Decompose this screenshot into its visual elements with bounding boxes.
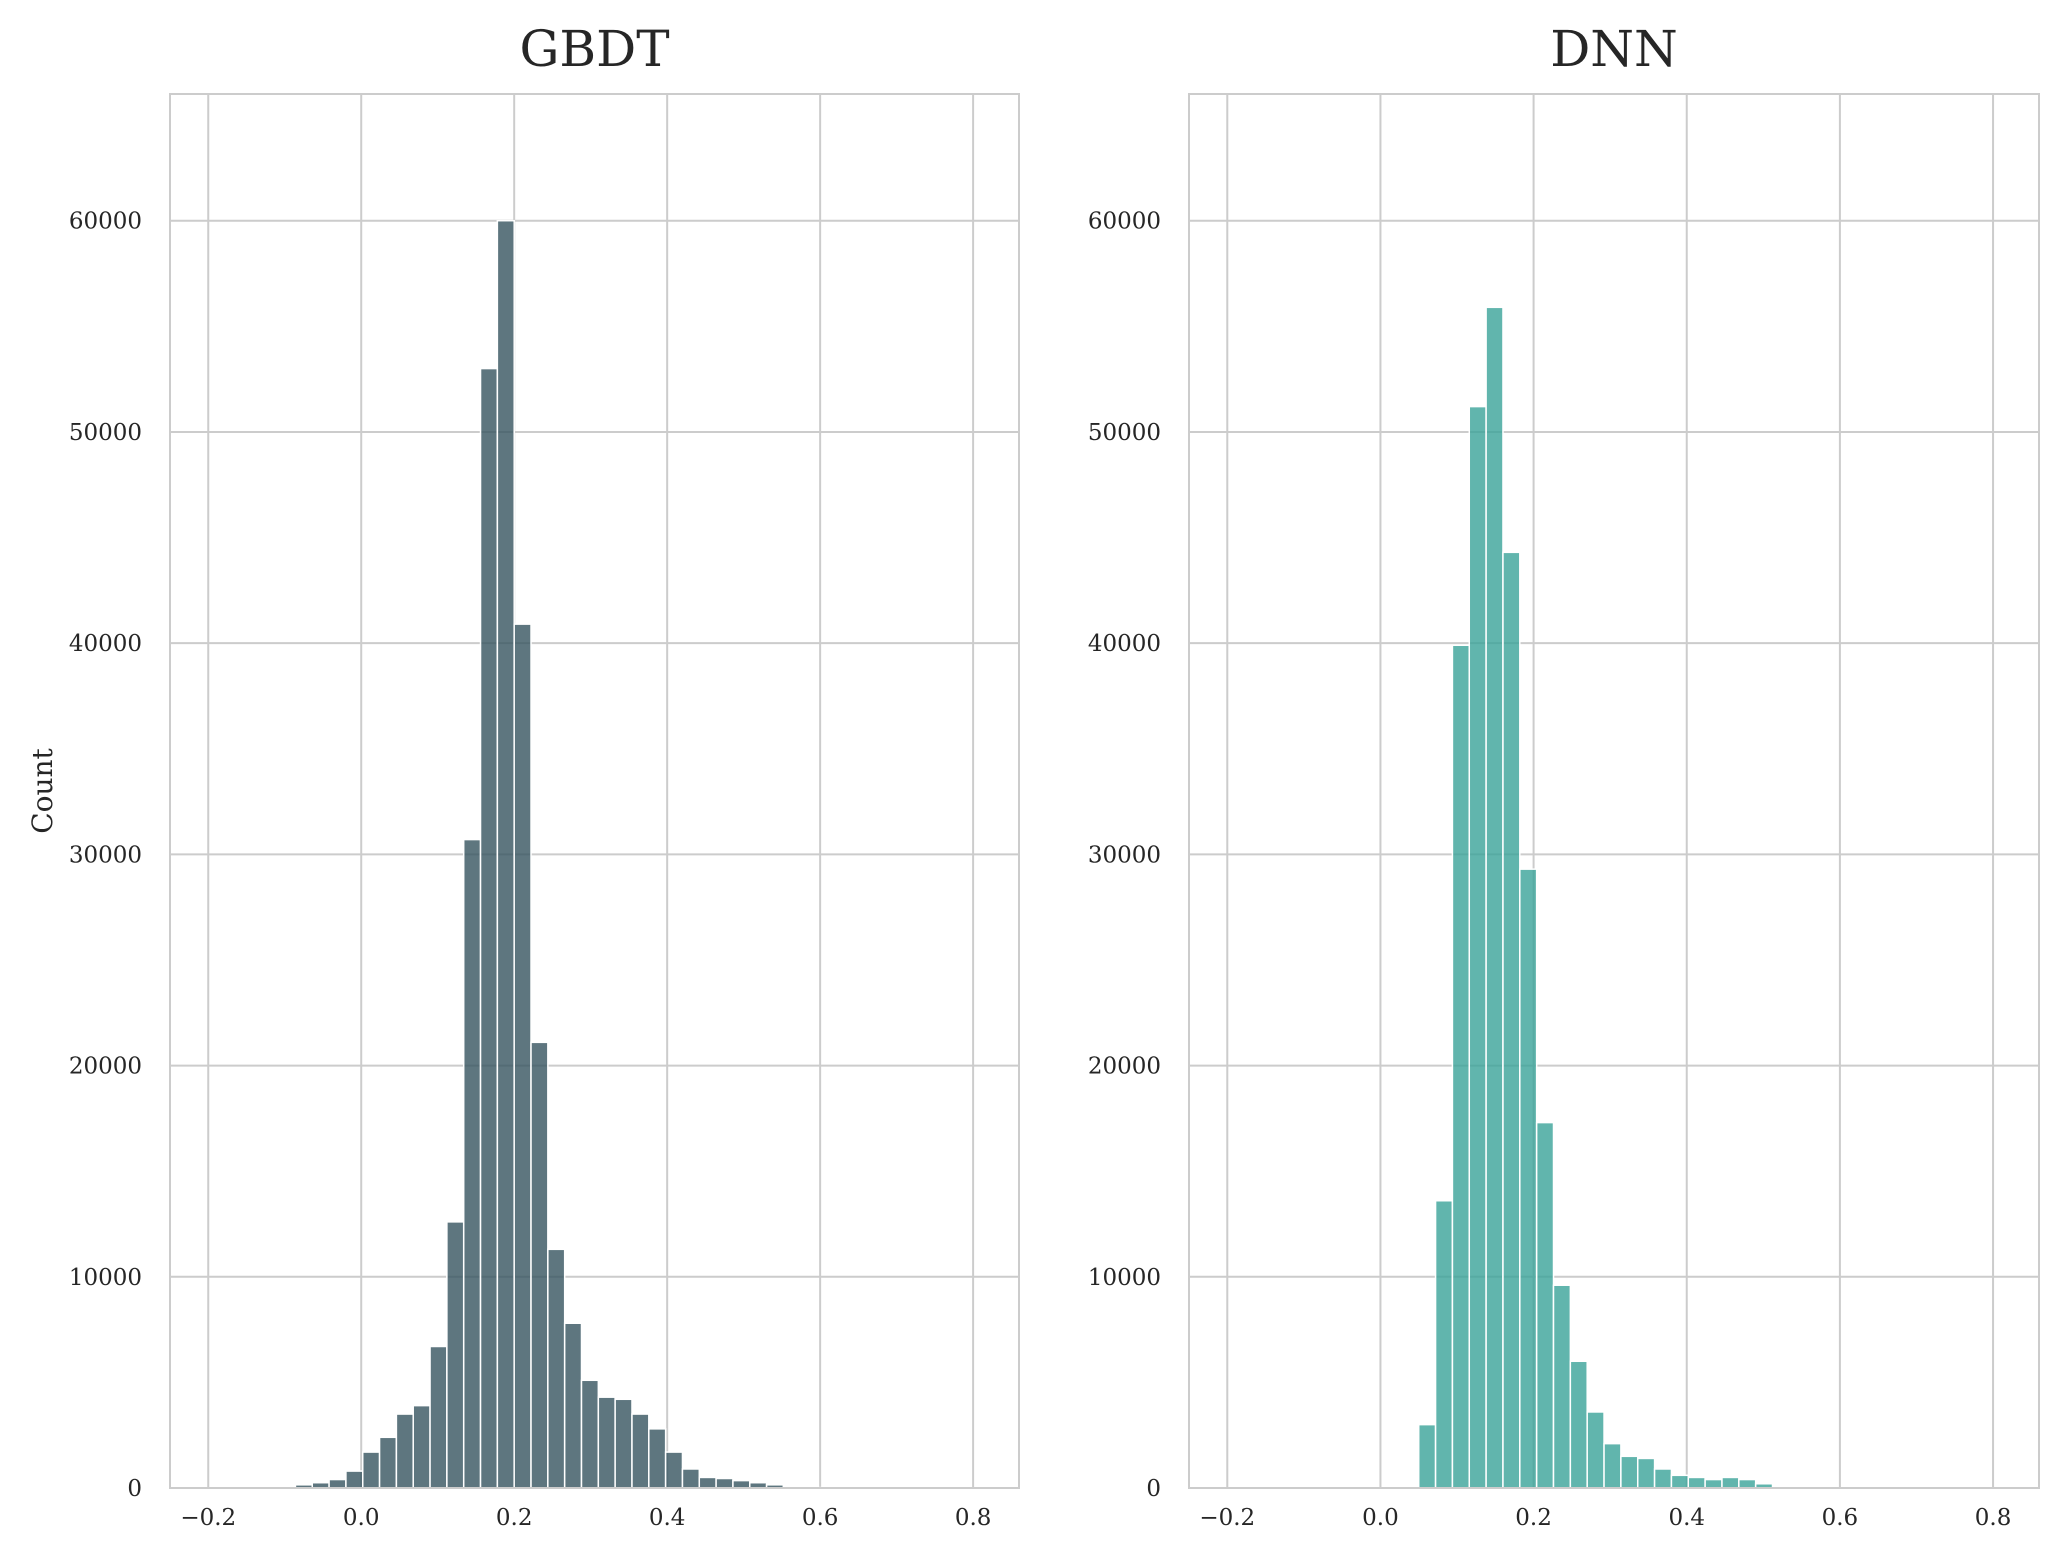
gbdt-bar-14 (496, 219, 515, 1489)
dnn-bar-2 (1451, 644, 1471, 1489)
gbdt-bar-15 (513, 623, 532, 1489)
gbdt-xtick-label-3: 0.4 (649, 1505, 686, 1531)
dnn-xtick-label-0: −0.2 (1199, 1505, 1255, 1531)
gbdt-bar-4 (328, 1478, 347, 1489)
gbdt-axes-frame (169, 93, 1020, 1489)
gbdt-bar-7 (378, 1436, 398, 1489)
dnn-chart-title: DNN (1550, 20, 1678, 78)
dnn-ytick-label-2: 20000 (1088, 1054, 1161, 1080)
dnn-xtick-label-2: 0.2 (1515, 1505, 1552, 1531)
gbdt-bar-6 (361, 1451, 381, 1489)
gbdt-bar-22 (631, 1413, 650, 1489)
dnn-bar-16 (1687, 1476, 1706, 1489)
gbdt-ytick-label-1: 10000 (69, 1265, 142, 1291)
dnn-bar-0 (1417, 1423, 1437, 1489)
gbdt-bar-16 (530, 1041, 549, 1489)
gbdt-histogram-panel: −0.2 0.0 0.2 0.4 0.6 0.8 0 10000 20000 30000 40000… (26, 20, 1020, 1531)
dnn-axes-frame (1188, 93, 2040, 1489)
gbdt-bar-27 (715, 1477, 734, 1489)
dnn-bar-4 (1485, 306, 1504, 1489)
dnn-bar-5 (1502, 551, 1521, 1489)
dnn-bar-19 (1738, 1478, 1757, 1489)
dnn-bar-3 (1468, 405, 1487, 1489)
gbdt-bar-5 (345, 1470, 364, 1489)
dnn-bar-18 (1721, 1476, 1740, 1489)
gbdt-bar-20 (597, 1396, 616, 1489)
gbdt-bar-9 (412, 1404, 431, 1489)
gbdt-bar-25 (681, 1468, 701, 1489)
dnn-xtick-label-1: 0.0 (1362, 1505, 1399, 1531)
gbdt-xtick-label-4: 0.6 (802, 1505, 839, 1531)
gbdt-chart-title: GBDT (519, 20, 669, 78)
gbdt-bar-26 (698, 1476, 717, 1489)
gbdt-y-axis-label: Count (26, 747, 59, 833)
dnn-bar-17 (1704, 1478, 1723, 1489)
dnn-bar-13 (1636, 1457, 1656, 1489)
dnn-xtick-label-3: 0.4 (1668, 1505, 1705, 1531)
gbdt-ytick-label-3: 30000 (69, 842, 142, 868)
dnn-ytick-label-1: 10000 (1088, 1265, 1161, 1291)
dnn-bar-9 (1569, 1360, 1588, 1489)
gbdt-ytick-label-6: 60000 (69, 209, 142, 235)
gbdt-bar-23 (648, 1428, 667, 1489)
gbdt-bar-17 (547, 1248, 566, 1489)
dnn-bar-14 (1653, 1468, 1673, 1489)
gbdt-bar-28 (732, 1479, 751, 1489)
dnn-bar-8 (1552, 1284, 1572, 1489)
dnn-bar-10 (1586, 1411, 1605, 1489)
gbdt-bar-19 (580, 1379, 600, 1489)
gbdt-ytick-label-5: 50000 (69, 420, 142, 446)
dnn-ytick-label-4: 40000 (1088, 631, 1161, 657)
dnn-ytick-label-6: 60000 (1088, 209, 1161, 235)
dnn-ytick-label-0: 0 (1146, 1476, 1161, 1502)
gbdt-xtick-label-1: 0.0 (343, 1505, 380, 1531)
dnn-bar-12 (1620, 1455, 1639, 1489)
gbdt-xtick-label-5: 0.8 (955, 1505, 992, 1531)
gbdt-bar-10 (429, 1345, 448, 1489)
gbdt-bar-11 (446, 1221, 465, 1489)
gbdt-bar-18 (563, 1322, 583, 1489)
dnn-xtick-label-4: 0.6 (1822, 1505, 1859, 1531)
gbdt-bar-13 (479, 367, 499, 1489)
dnn-bar-11 (1603, 1442, 1622, 1489)
gbdt-bar-21 (614, 1398, 633, 1489)
gbdt-bar-12 (462, 838, 482, 1489)
gbdt-bar-24 (664, 1451, 684, 1489)
dnn-ytick-label-3: 30000 (1088, 842, 1161, 868)
dnn-ytick-label-5: 50000 (1088, 420, 1161, 446)
dnn-histogram-panel: −0.2 0.0 0.2 0.4 0.6 0.8 0 10000 20000 30000 40000… (1088, 20, 2040, 1531)
gbdt-ytick-label-0: 0 (127, 1476, 142, 1502)
dnn-bar-15 (1670, 1474, 1690, 1489)
dnn-bar-7 (1535, 1121, 1555, 1489)
dnn-bar-1 (1434, 1200, 1454, 1489)
gbdt-ytick-label-4: 40000 (69, 631, 142, 657)
gbdt-ytick-label-2: 20000 (69, 1054, 142, 1080)
gbdt-xtick-label-2: 0.2 (496, 1505, 533, 1531)
gbdt-bar-8 (395, 1413, 414, 1489)
dnn-xtick-label-5: 0.8 (1975, 1505, 2012, 1531)
gbdt-xtick-label-0: −0.2 (180, 1505, 236, 1531)
dnn-bar-6 (1519, 868, 1538, 1489)
